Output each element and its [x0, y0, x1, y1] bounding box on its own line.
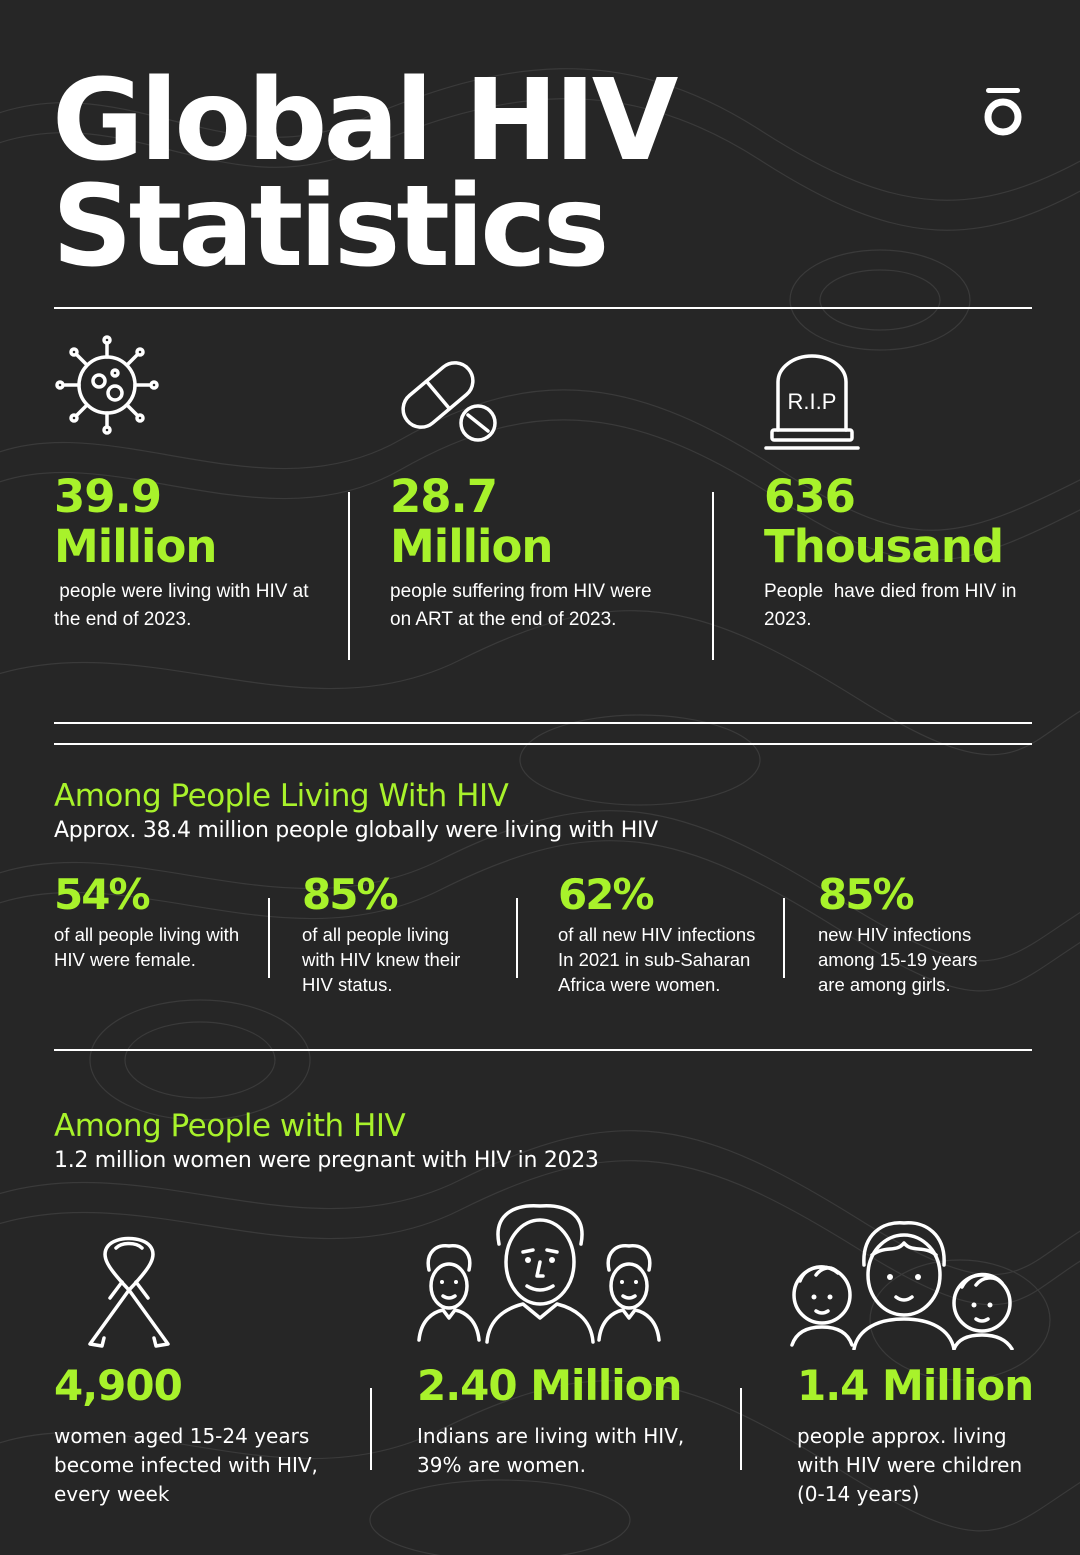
stat-value: 62% [558, 870, 655, 919]
stat-value: 39.9 [54, 470, 162, 523]
divider-vertical [348, 492, 350, 660]
stat-people-on-art: 28.7 Million people suffering from HIV w… [390, 472, 690, 634]
stat-description: new HIV infections among 15-19 years are… [818, 924, 978, 995]
divider-vertical [516, 898, 518, 978]
tombstone-icon: R.I.P [764, 354, 860, 450]
section1-title: Among People Living With HIV [54, 778, 509, 814]
divider-vertical [370, 1388, 372, 1470]
stat-value: 1.4 Million [797, 1361, 1034, 1410]
awareness-ribbon-icon [88, 1236, 170, 1348]
section1-stat-girls: 85% new HIV infections among 15-19 years… [818, 872, 1018, 997]
divider-vertical [783, 898, 785, 978]
title-line-1: Global HIV [52, 56, 678, 186]
stat-unit: Million [54, 520, 217, 573]
pill-icon [401, 361, 497, 442]
tombstone-rip-text: R.I.P [788, 389, 837, 414]
section2-stat-indians: 2.40 Million Indians are living with HIV… [417, 1362, 717, 1480]
stat-description: of all new HIV infections In 2021 in sub… [558, 924, 756, 995]
divider-vertical [712, 492, 714, 660]
section2-title: Among People with HIV [54, 1108, 406, 1144]
stat-unit: Million [390, 520, 553, 573]
title-line-2: Statistics [52, 162, 609, 292]
divider-section1-top-a [54, 722, 1032, 724]
brand-logo-icon [984, 88, 1022, 136]
divider-section1-top-b [54, 743, 1032, 745]
section1-stat-female: 54% of all people living with HIV were f… [54, 872, 254, 972]
stat-deaths: 636 Thousand People have died from HIV i… [764, 472, 1044, 634]
section1-stat-knew-status: 85% of all people living with HIV knew t… [302, 872, 502, 997]
page-title: Global HIV Statistics [52, 56, 852, 292]
section2-stat-women-weekly: 4,900 women aged 15-24 years become infe… [54, 1362, 354, 1509]
stat-value: 2.40 Million [417, 1361, 682, 1410]
stat-value: 636 [764, 470, 856, 523]
stat-description: people suffering from HIV were on ART at… [390, 581, 652, 630]
stat-value: 85% [818, 870, 915, 919]
stat-people-living: 39.9 Million people were living with HIV… [54, 472, 344, 634]
stat-value: 28.7 [390, 470, 498, 523]
section1-subtitle: Approx. 38.4 million people globally wer… [54, 818, 658, 843]
virus-icon [55, 335, 159, 435]
stat-value: 4,900 [54, 1361, 183, 1410]
stat-description: of all people living with HIV were femal… [54, 924, 240, 970]
children-group-icon [790, 1221, 1014, 1350]
stat-value: 54% [54, 870, 151, 919]
stat-description: people approx. living with HIV were chil… [797, 1424, 1023, 1506]
divider-top [54, 307, 1032, 309]
men-group-icon [417, 1204, 661, 1344]
divider-vertical [740, 1388, 742, 1470]
stat-description: women aged 15-24 years become infected w… [54, 1424, 318, 1506]
section2-subtitle: 1.2 million women were pregnant with HIV… [54, 1148, 599, 1173]
divider-section2-top [54, 1049, 1032, 1051]
stat-description: of all people living with HIV knew their… [302, 924, 461, 995]
divider-vertical [268, 898, 270, 978]
stat-description: Indians are living with HIV, 39% are wom… [417, 1424, 685, 1477]
section2-stat-children: 1.4 Million people approx. living with H… [797, 1362, 1067, 1509]
stat-description: People have died from HIV in 2023. [764, 581, 1022, 630]
stat-description: people were living with HIV at the end o… [54, 581, 314, 630]
stat-unit: Thousand [764, 520, 1004, 573]
section1-stat-africa-women: 62% of all new HIV infections In 2021 in… [558, 872, 773, 997]
stat-value: 85% [302, 870, 399, 919]
